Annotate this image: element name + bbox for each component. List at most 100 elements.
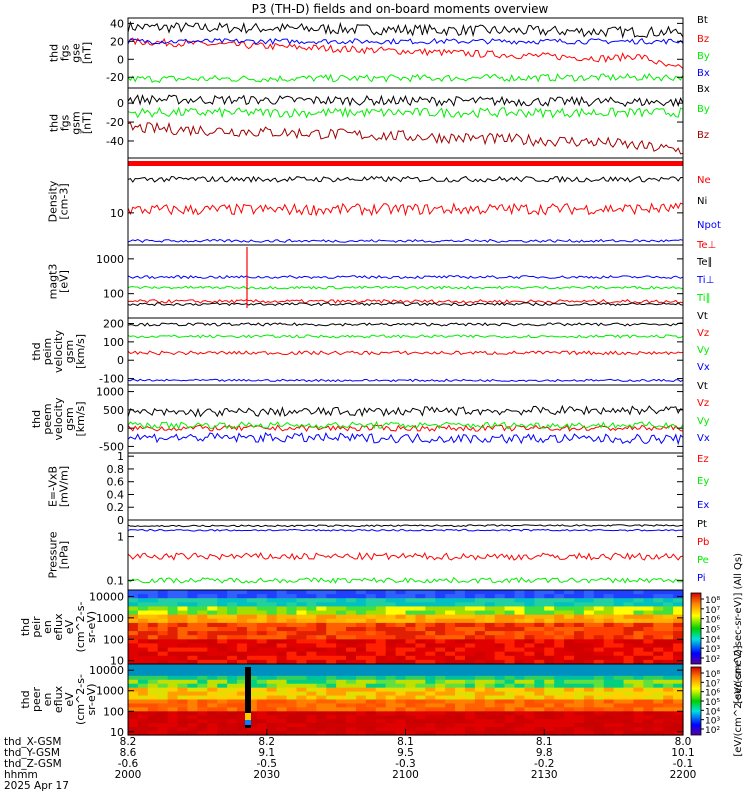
- spectrogram-cell: [504, 651, 516, 657]
- spectrogram-cell: [603, 715, 615, 720]
- spectrogram-cell: [227, 699, 238, 705]
- spectrogram-cell: [653, 707, 664, 712]
- spectrogram-cell: [484, 715, 496, 720]
- spectrogram-cell: [167, 598, 179, 603]
- spectrogram-cell: [286, 622, 298, 628]
- spectrogram-cell: [474, 594, 486, 599]
- spectrogram-cell: [484, 675, 496, 681]
- spectrogram-cell: [365, 715, 377, 720]
- data-gap-marker: [245, 713, 251, 720]
- spectrogram-cell: [544, 699, 555, 705]
- spectrogram-cell: [425, 664, 436, 669]
- spectrogram-cell: [346, 727, 357, 732]
- spectrogram-cell: [375, 719, 387, 724]
- spectrogram-cell: [464, 590, 476, 595]
- spectrogram-cell: [573, 667, 585, 673]
- spectrogram-cell: [177, 699, 189, 705]
- spectrogram-cell: [227, 655, 238, 661]
- spectrogram-cell: [137, 727, 149, 732]
- spectrogram-cell: [227, 695, 238, 701]
- spectrogram-cell: [306, 631, 317, 636]
- spectrogram-cell: [425, 679, 436, 685]
- spectrogram-cell: [187, 659, 198, 665]
- spectrogram-cell: [524, 679, 535, 685]
- spectrogram-cell: [137, 691, 149, 697]
- spectrogram-cell: [336, 695, 347, 701]
- spectrogram-cell: [623, 727, 635, 732]
- spectrogram-cell: [484, 651, 496, 657]
- spectrogram-cell: [514, 643, 526, 649]
- spectrogram-cell: [415, 635, 426, 640]
- spectrogram-cell: [415, 614, 426, 620]
- spectrogram-cell: [395, 679, 407, 685]
- spectrogram-cell: [524, 639, 535, 645]
- spectrogram-cell: [544, 711, 555, 716]
- spectrogram-cell: [316, 695, 327, 701]
- spectrogram-cell: [583, 723, 595, 728]
- spectrogram-cell: [286, 723, 298, 728]
- spectrogram-cell: [643, 651, 654, 657]
- spectrogram-cell: [237, 731, 248, 736]
- spectrogram-cell: [256, 614, 268, 620]
- spectrogram-cell: [286, 715, 298, 720]
- spectrogram-cell: [514, 691, 526, 697]
- spectrogram-cell: [147, 643, 159, 649]
- spectrogram-cell: [137, 723, 149, 728]
- spectrogram-cell: [157, 614, 169, 620]
- spectrogram-cell: [336, 614, 347, 620]
- spectrogram-cell: [246, 598, 258, 603]
- spectrogram-cell: [187, 711, 198, 716]
- spectrogram-cell: [336, 622, 347, 628]
- spectrogram-cell: [494, 703, 506, 708]
- spectrogram-cell: [336, 643, 347, 649]
- spectrogram-cell: [157, 675, 169, 681]
- spectrogram-cell: [445, 590, 456, 595]
- spectrogram-cell: [633, 627, 644, 632]
- spectrogram-cell: [405, 659, 417, 665]
- spectrogram-cell: [246, 622, 258, 628]
- spectrogram-cell: [197, 610, 208, 616]
- series-line-te⊥: [127, 298, 684, 304]
- spectrogram-cell: [355, 687, 367, 693]
- spectrogram-cell: [603, 703, 615, 708]
- spectrogram-cell: [593, 707, 605, 712]
- spectrogram-cell: [355, 614, 367, 620]
- spectrogram-cell: [306, 695, 317, 701]
- spectrogram-cell: [147, 631, 159, 636]
- spectrogram-cell: [365, 691, 377, 697]
- spectrogram-cell: [534, 691, 545, 697]
- spectrogram-cell: [643, 659, 654, 665]
- spectrogram-cell: [237, 598, 248, 603]
- spectrogram-cell: [197, 667, 208, 673]
- spectrogram-cell: [256, 635, 268, 640]
- y-tick-label: 1000: [96, 386, 124, 399]
- spectrogram-cell: [504, 598, 516, 603]
- spectrogram-cell: [673, 695, 684, 701]
- spectrogram-cell: [425, 622, 436, 628]
- spectrogram-cell: [207, 598, 218, 603]
- spectrogram-cell: [375, 659, 387, 665]
- y-axis-label-line: en: [41, 693, 54, 707]
- spectrogram-cell: [564, 731, 575, 736]
- spectrogram-cell: [484, 647, 496, 653]
- spectrogram-cell: [564, 715, 575, 720]
- spectrogram-cell: [395, 699, 407, 705]
- spectrogram-cell: [187, 602, 198, 608]
- spectrogram-cell: [167, 659, 179, 665]
- spectrogram-cell: [643, 671, 654, 677]
- spectrogram-cell: [395, 639, 407, 645]
- spectrogram-cell: [524, 699, 535, 705]
- spectrogram-cell: [573, 651, 585, 657]
- spectrogram-cell: [147, 614, 159, 620]
- spectrogram-cell: [484, 723, 496, 728]
- spectrogram-cell: [276, 731, 288, 736]
- spectrogram-cell: [346, 667, 357, 673]
- spectrogram-cell: [425, 687, 436, 693]
- spectrogram-cell: [474, 614, 486, 620]
- spectrogram-cell: [504, 614, 516, 620]
- spectrogram-cell: [445, 647, 456, 653]
- spectrogram-cell: [464, 664, 476, 669]
- spectrogram-cell: [395, 719, 407, 724]
- spectrogram-cell: [296, 622, 307, 628]
- spectrogram-cell: [484, 622, 496, 628]
